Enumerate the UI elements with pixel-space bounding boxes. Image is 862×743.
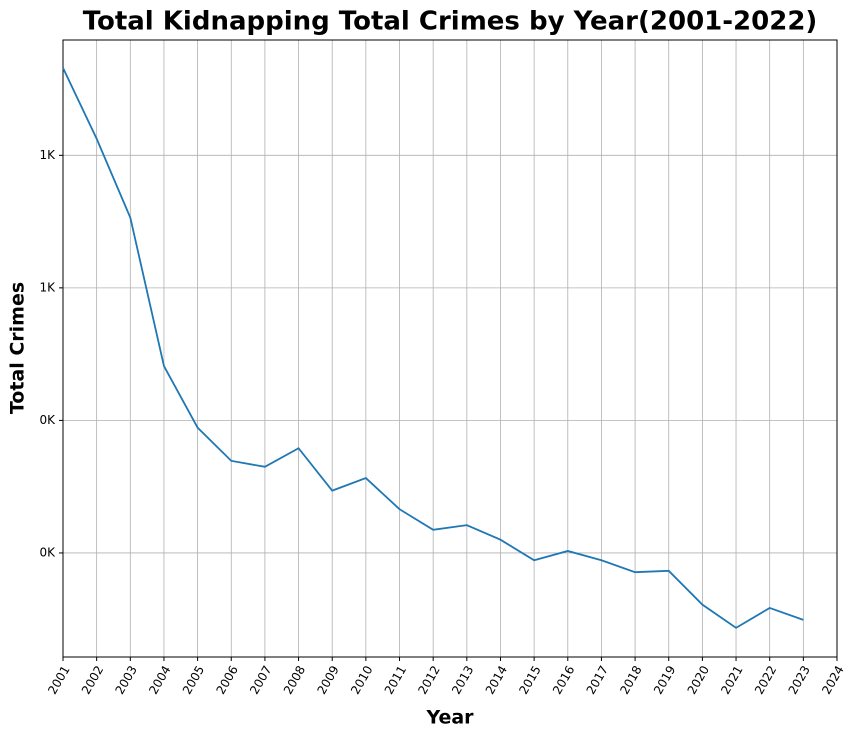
data-line bbox=[62, 67, 804, 629]
x-tick-label: 2005 bbox=[180, 663, 207, 696]
x-tick-label: 2003 bbox=[113, 663, 140, 696]
y-tick-label: 0K bbox=[39, 413, 56, 427]
x-tick-label: 2023 bbox=[786, 663, 813, 696]
x-tick-label: 2006 bbox=[213, 663, 240, 696]
x-tick-label: 2011 bbox=[382, 663, 409, 696]
x-tick-label: 2008 bbox=[281, 663, 308, 696]
x-tick-label: 2007 bbox=[247, 663, 274, 696]
y-tick-label: 0K bbox=[39, 545, 56, 559]
y-tick-label: 1K bbox=[39, 148, 56, 162]
y-axis-label: Total Crimes bbox=[7, 282, 29, 414]
x-tick-label: 2014 bbox=[483, 663, 510, 696]
x-tick-label: 2016 bbox=[550, 663, 577, 696]
plot-frame bbox=[62, 39, 838, 658]
x-tick-label: 2001 bbox=[45, 663, 72, 696]
x-tick-label: 2021 bbox=[718, 663, 745, 696]
x-tick-label: 2002 bbox=[79, 663, 106, 696]
chart-title: Total Kidnapping Total Crimes by Year(20… bbox=[83, 7, 818, 37]
x-tick-label: 2012 bbox=[415, 663, 442, 696]
x-axis-label: Year bbox=[425, 707, 474, 729]
x-tick-label: 2013 bbox=[449, 663, 476, 696]
x-tick-label: 2024 bbox=[819, 663, 846, 696]
x-tick-label: 2009 bbox=[314, 663, 341, 696]
x-tick-label: 2020 bbox=[685, 663, 712, 696]
y-tick-label: 1K bbox=[39, 280, 56, 294]
x-tick-label: 2018 bbox=[617, 663, 644, 696]
x-tick-label: 2015 bbox=[516, 663, 543, 696]
x-tick-label: 2019 bbox=[651, 663, 678, 696]
x-tick-label: 2022 bbox=[752, 663, 779, 696]
x-tick-label: 2017 bbox=[584, 663, 611, 696]
x-tick-label: 2004 bbox=[146, 663, 173, 696]
x-tick-label: 2010 bbox=[348, 663, 375, 696]
